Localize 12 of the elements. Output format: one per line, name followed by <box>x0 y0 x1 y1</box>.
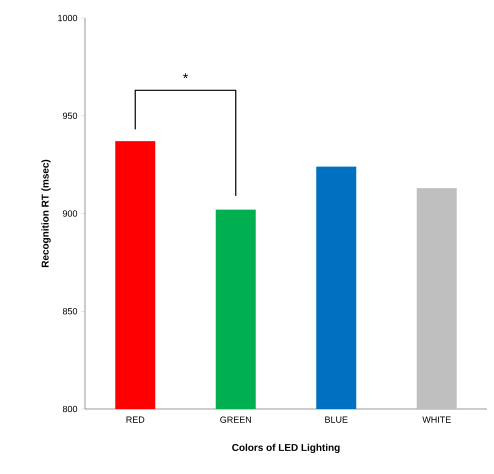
x-axis-title: Colors of LED Lighting <box>232 444 340 454</box>
y-axis-title: Recognition RT (msec) <box>41 160 51 268</box>
y-tick-label: 1000 <box>58 14 78 22</box>
x-tick-label: RED <box>126 416 144 423</box>
y-tick-label: 800 <box>62 406 78 412</box>
x-tick-label: WHITE <box>422 416 451 423</box>
y-tick-label: 900 <box>62 210 78 217</box>
x-tick-label: GREEN <box>220 416 251 423</box>
y-tick-label: 850 <box>62 308 78 314</box>
y-tick-label: 950 <box>62 112 78 119</box>
x-tick-label: BLUE <box>325 416 348 423</box>
annotation: * <box>183 73 188 78</box>
